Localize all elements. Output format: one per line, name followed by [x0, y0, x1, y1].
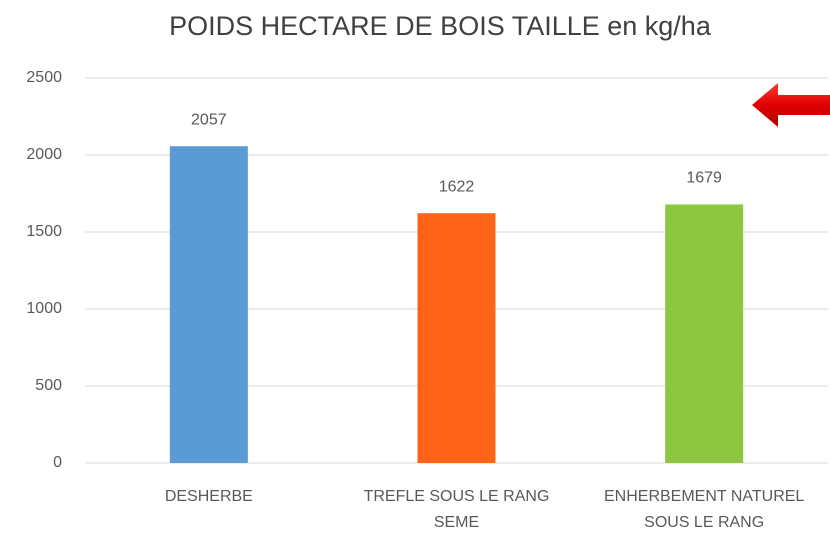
y-tick-label: 500	[35, 377, 62, 394]
bar	[169, 146, 248, 464]
x-tick-label: ENHERBEMENT NATUREL SOUS LE RANG	[604, 488, 804, 531]
chart-title: POIDS HECTARE DE BOIS TAILLE en kg/ha	[169, 11, 712, 41]
data-label: 2057	[191, 111, 227, 128]
bar	[417, 213, 496, 463]
x-tick-label: DESHERBE	[165, 488, 253, 505]
y-tick-label: 2500	[26, 69, 62, 86]
data-label: 1622	[439, 178, 475, 195]
arrow	[752, 83, 830, 127]
y-tick-label: 2000	[26, 146, 62, 163]
y-tick-label: 1000	[26, 300, 62, 317]
bar	[665, 204, 744, 463]
data-label: 1679	[686, 170, 722, 187]
y-tick-label: 0	[53, 454, 62, 471]
x-tick-label: TREFLE SOUS LE RANG SEME	[364, 488, 550, 531]
y-tick-label: 1500	[26, 223, 62, 240]
